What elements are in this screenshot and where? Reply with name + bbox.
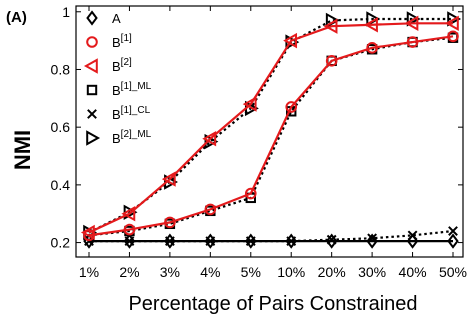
series-line-B[1]_ML <box>88 36 454 237</box>
x-axis-label: Percentage of Pairs Constrained <box>128 293 417 315</box>
data-point-B[1] <box>447 30 459 43</box>
data-point-B[2] <box>242 96 257 112</box>
series-line-B[2] <box>88 22 453 234</box>
series-line-B[2]_ML <box>88 17 453 234</box>
legend-label-A: A <box>112 11 121 26</box>
legend-label-B[1]: B[1] <box>112 33 132 50</box>
data-point-B[1] <box>164 216 176 229</box>
data-point-B[1] <box>406 36 419 48</box>
data-point-B[1] <box>204 203 217 216</box>
data-point-B[2] <box>323 18 338 34</box>
x-tick-label: 2% <box>119 264 139 280</box>
series-line-B[1] <box>88 35 454 237</box>
plot-area: 0.20.40.60.811% 2% 3% 4% 5% 10% 20% 30% 40% 50%AB… <box>51 4 467 280</box>
y-tick-label: 0.6 <box>51 119 71 135</box>
legend-marker-B[1]_ML <box>86 84 98 96</box>
legend-marker-B[2]_ML <box>86 130 101 146</box>
series-line-B[1]_CL <box>89 229 454 243</box>
data-point-A <box>447 233 459 249</box>
data-point-B[1]_CL <box>448 226 458 236</box>
x-tick-label: 40% <box>399 264 427 280</box>
legend-label-B[2]_ML: B[2]_ML <box>112 129 152 146</box>
data-point-B[1] <box>325 55 338 67</box>
data-point-B[1]_CL <box>124 236 135 247</box>
data-point-B[2] <box>283 32 298 49</box>
data-point-B[1]_CL <box>286 236 297 247</box>
data-point-B[2] <box>80 224 95 241</box>
data-point-B[1]_CL <box>205 236 216 247</box>
y-tick-label: 0.8 <box>51 61 71 77</box>
data-point-B[1] <box>123 223 136 236</box>
legend-label-B[2]: B[2] <box>112 57 132 74</box>
x-tick-label: 3% <box>160 264 180 280</box>
data-point-B[1] <box>366 42 378 54</box>
data-point-B[2] <box>364 17 378 33</box>
data-point-B[1] <box>244 187 257 200</box>
x-tick-label: 5% <box>241 264 261 280</box>
data-point-B[1]_CL <box>245 236 256 247</box>
x-tick-label: 10% <box>277 264 305 280</box>
data-point-B[2] <box>202 131 217 147</box>
legend-marker-B[1]_CL <box>87 109 97 119</box>
legend-label-B[1]_CL: B[1]_CL <box>112 105 151 122</box>
legend-marker-B[2] <box>83 58 98 74</box>
x-tick-label: 1% <box>79 264 99 280</box>
x-tick-label: 30% <box>358 264 386 280</box>
data-point-B[1]_CL <box>326 234 337 245</box>
legend-marker-A <box>86 10 98 26</box>
data-point-B[1]_CL <box>164 236 175 247</box>
y-tick-label: 0.4 <box>51 177 71 193</box>
data-point-B[2]_ML <box>406 11 421 27</box>
data-point-B[2]_ML <box>447 11 462 27</box>
y-tick-label: 1 <box>62 4 70 20</box>
data-point-B[2] <box>121 206 136 222</box>
y-tick-label: 0.2 <box>51 235 71 251</box>
data-point-B[1]_CL <box>367 233 378 244</box>
x-tick-label: 4% <box>200 264 220 280</box>
panel-label: (A) <box>6 9 27 26</box>
plot-frame <box>75 5 464 258</box>
legend-marker-B[1] <box>86 36 98 48</box>
y-axis-label: NMI <box>10 130 35 170</box>
x-tick-label: 50% <box>439 264 467 280</box>
data-point-B[2] <box>161 171 176 187</box>
legend-label-B[1]_ML: B[1]_ML <box>112 81 152 98</box>
data-point-B[2] <box>404 15 419 32</box>
x-tick-label: 20% <box>318 264 346 280</box>
data-point-B[2] <box>444 15 459 32</box>
data-point-B[1] <box>285 101 298 113</box>
data-point-B[1]_CL <box>407 230 418 241</box>
data-point-A <box>325 233 338 249</box>
